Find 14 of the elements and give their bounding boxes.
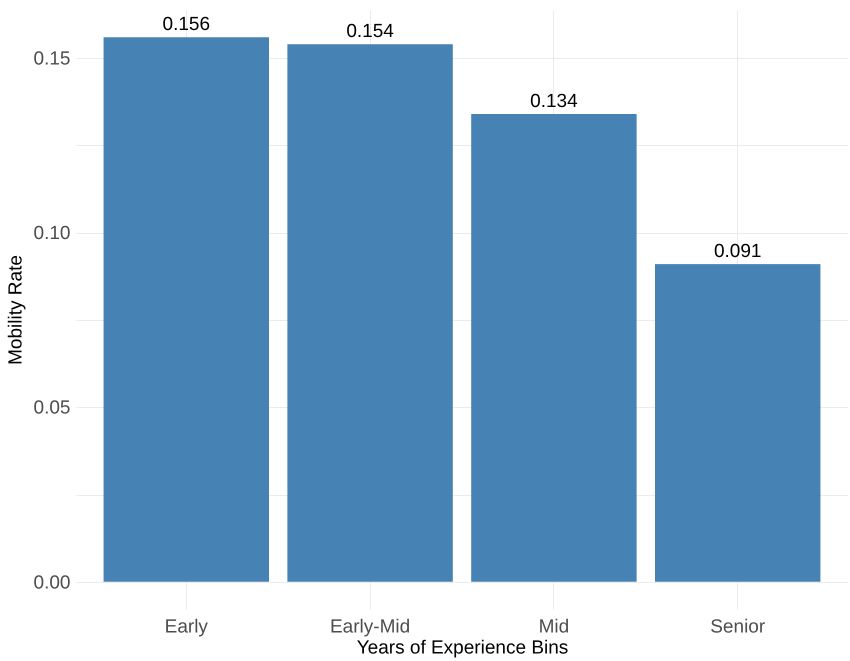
y-tick-label: 0.10 — [34, 223, 70, 244]
data-label: 0.091 — [714, 241, 762, 262]
x-axis-title: Years of Experience Bins — [356, 638, 568, 658]
data-label: 0.154 — [346, 21, 394, 42]
x-tick-label: Early — [164, 616, 208, 638]
y-axis-title: Mobility Rate — [6, 255, 27, 365]
x-tick-label: Senior — [710, 616, 766, 638]
data-label: 0.134 — [530, 91, 578, 112]
y-tick-label: 0.05 — [34, 398, 70, 419]
x-tick-label: Mid — [538, 616, 570, 638]
y-tick-label: 0.15 — [34, 48, 70, 70]
x-tick-label: Early-Mid — [330, 616, 410, 638]
y-tick-label: 0.00 — [34, 572, 70, 594]
data-label: 0.156 — [162, 14, 210, 36]
